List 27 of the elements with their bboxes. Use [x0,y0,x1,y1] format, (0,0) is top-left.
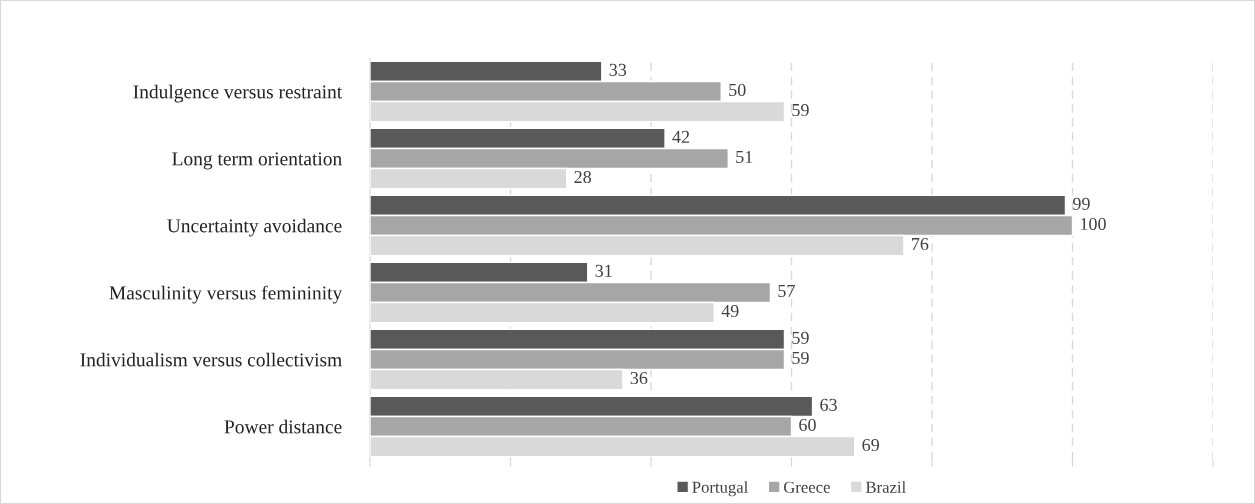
data-label: 59 [792,331,809,344]
data-label: 57 [778,285,795,298]
data-label: 76 [912,237,929,251]
y-tick-label: Individualism versus collectivism [80,352,342,367]
y-tick-label: Masculinity versus femininity [109,285,343,304]
y-tick-label: Uncertainty avoidance [167,218,342,237]
data-label: 33 [609,63,627,76]
data-label: 50 [729,83,746,97]
y-tick-label: Indulgence versus restraint [133,84,343,103]
legend-label: Greece [783,481,830,493]
data-label: 99 [1073,197,1090,210]
data-label: 69 [862,438,879,452]
data-label: 42 [672,130,690,143]
data-label: 59 [792,103,809,117]
data-label: 59 [792,351,809,365]
y-tick-label: Long term orientation [172,152,342,170]
data-label: 28 [574,170,592,184]
data-label: 60 [799,418,816,432]
data-label: 100 [1081,217,1106,231]
y-tick-label: Power distance [224,419,342,434]
data-label: 63 [820,398,837,411]
legend-label: Brazil [865,481,906,493]
legend-label: Portugal [692,481,748,497]
data-label: 31 [595,264,612,277]
data-label: 51 [736,150,753,164]
data-label: 49 [721,304,739,318]
data-label: 36 [630,371,648,385]
